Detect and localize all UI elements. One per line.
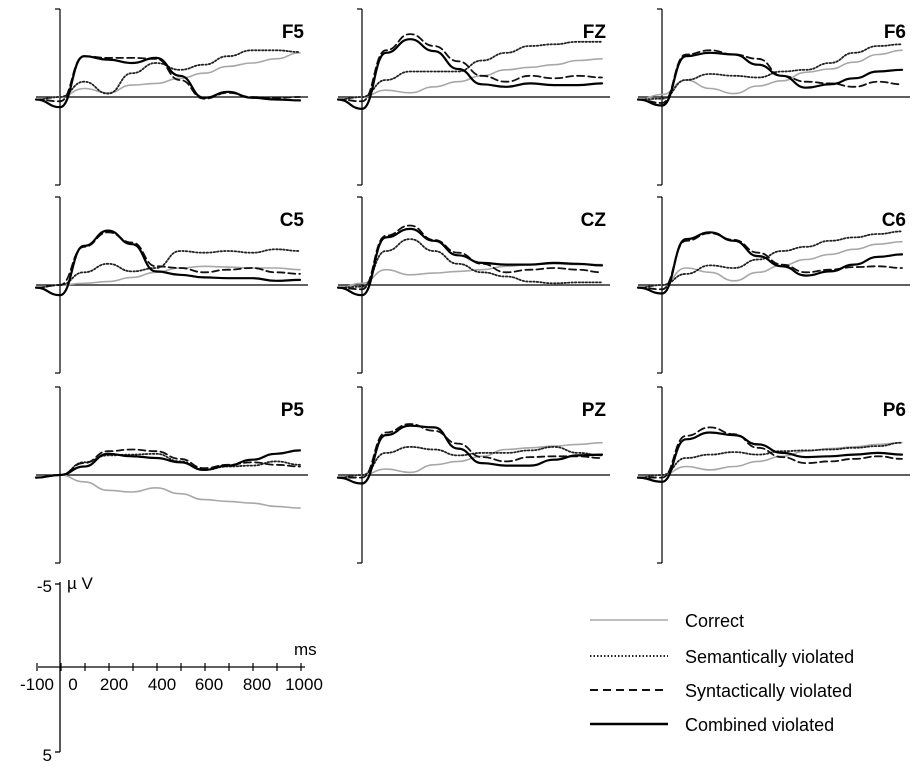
scale-x-tick-label: 600 <box>195 675 223 694</box>
scale-x-unit: ms <box>294 640 317 659</box>
panel-c6: C6 <box>636 196 910 374</box>
series-line-combined <box>34 449 302 479</box>
series-line-syntactic <box>637 49 903 104</box>
series-line-semantic <box>637 230 903 289</box>
panel-f5: F5 <box>34 8 308 186</box>
scale-bar: -5 5 µ V ms -100 0 200 400 600 800 1000 <box>20 574 323 765</box>
panel-cz: CZ <box>336 196 610 374</box>
series-line-syntactic <box>35 55 301 103</box>
panel-label: CZ <box>581 210 607 231</box>
series-line-correct <box>637 240 903 289</box>
panel-label: P5 <box>281 400 305 421</box>
series-line-semantic <box>337 40 603 101</box>
panel-label: F6 <box>884 22 906 43</box>
scale-x-tick-label: 200 <box>100 675 128 694</box>
panel-label: PZ <box>582 400 607 421</box>
series-line-correct <box>337 441 603 479</box>
panel-label: C5 <box>280 210 305 231</box>
panel-label: C6 <box>882 210 906 231</box>
scale-y-unit: µ V <box>67 574 94 593</box>
series-line-semantic <box>637 43 903 101</box>
series-line-syntactic <box>637 426 903 479</box>
series-line-correct <box>35 474 301 509</box>
series-line-syntactic <box>337 224 603 291</box>
panel-c5: C5 <box>34 196 308 374</box>
panel-grid: F5 FZ F6 C5 CZ C6 P5 PZ P6 <box>34 8 910 564</box>
panel-pz: PZ <box>336 386 610 564</box>
series-line-combined <box>336 424 604 485</box>
series-line-syntactic <box>337 33 603 103</box>
series-line-combined <box>336 38 604 110</box>
series-line-combined <box>636 231 904 295</box>
series-line-semantic <box>337 238 603 289</box>
panel-p5: P5 <box>34 386 308 564</box>
panel-label: F5 <box>282 22 305 43</box>
series-line-combined <box>636 431 904 483</box>
series-line-syntactic <box>637 232 903 291</box>
series-line-correct <box>637 441 903 479</box>
scale-x-tick-label: 0 <box>68 675 77 694</box>
scale-x-tick-label: -100 <box>20 675 54 694</box>
legend-label: Correct <box>685 611 744 631</box>
legend-label: Combined violated <box>685 715 834 735</box>
scale-x-tick-label: 800 <box>243 675 271 694</box>
series-line-syntactic <box>35 448 301 479</box>
series-line-correct <box>35 52 301 101</box>
scale-x-ticks <box>36 663 302 671</box>
series-line-combined <box>336 227 604 297</box>
scale-x-tick-label: 400 <box>148 675 176 694</box>
legend: Correct Semantically violated Syntactica… <box>590 611 854 735</box>
series-line-combined <box>636 51 904 107</box>
panel-fz: FZ <box>336 8 610 186</box>
series-line-syntactic <box>337 423 603 479</box>
series-line-semantic <box>35 49 301 101</box>
legend-item: Semantically violated <box>590 647 854 667</box>
series-line-correct <box>337 58 603 101</box>
legend-item: Combined violated <box>590 715 834 735</box>
scale-y-bottom-label: 5 <box>43 746 52 764</box>
scale-x-tick-label: 1000 <box>285 675 323 694</box>
legend-label: Syntactically violated <box>685 681 852 701</box>
panel-label: P6 <box>883 400 906 421</box>
panel-label: FZ <box>583 22 607 43</box>
series-line-combined <box>34 55 302 109</box>
scale-y-top-label: -5 <box>37 577 52 596</box>
series-line-correct <box>35 265 301 289</box>
legend-label: Semantically violated <box>685 647 854 667</box>
series-line-combined <box>34 229 302 297</box>
series-line-semantic <box>35 248 301 289</box>
legend-item: Syntactically violated <box>590 681 852 701</box>
legend-item: Correct <box>590 611 744 631</box>
panel-f6: F6 <box>636 8 910 186</box>
panel-p6: P6 <box>636 386 910 564</box>
